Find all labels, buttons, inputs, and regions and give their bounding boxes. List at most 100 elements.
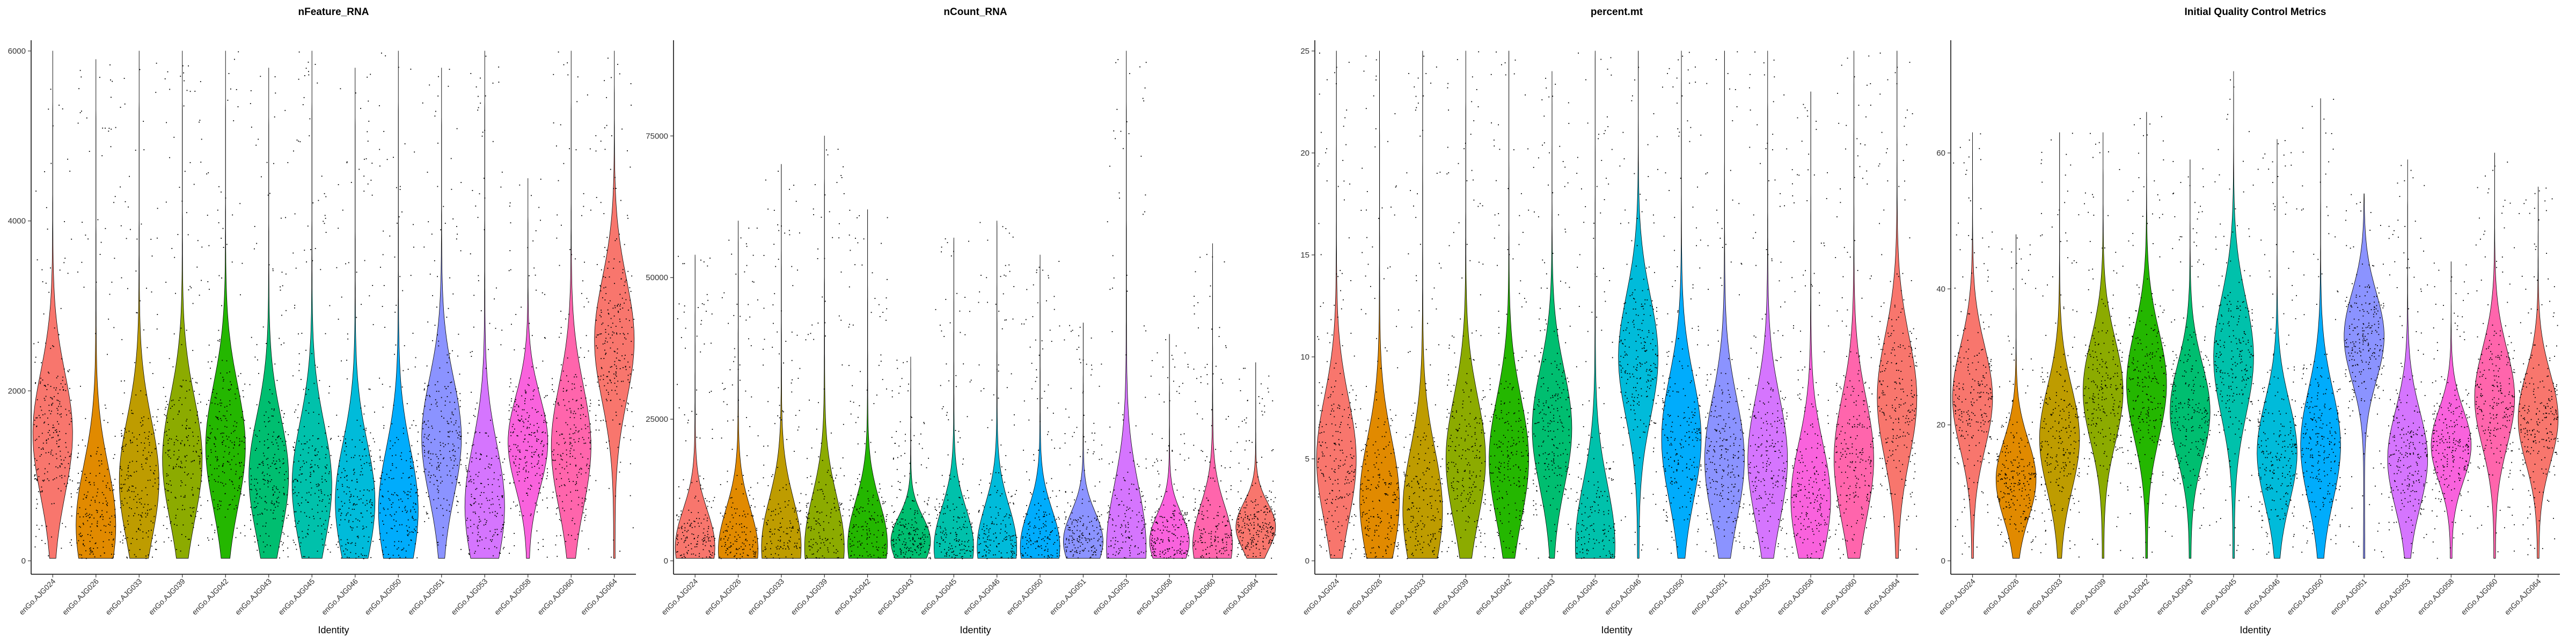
x-axis-title: Identity — [318, 625, 349, 635]
jitter-points-enGo.AJG060 — [1834, 55, 1874, 559]
y-tick-label: 0 — [664, 557, 668, 566]
y-tick-label: 25 — [1300, 47, 1309, 56]
violin-enGo.AJG039 — [1445, 50, 1486, 559]
violin-enGo.AJG051 — [2344, 193, 2384, 559]
x-tick-label: enGo.AJG033 — [1387, 577, 1427, 617]
x-tick-label: enGo.AJG050 — [1005, 577, 1044, 617]
y-tick-label: 25000 — [646, 415, 668, 424]
violin-enGo.AJG042 — [847, 209, 888, 559]
x-tick-label: enGo.AJG053 — [2372, 577, 2412, 617]
x-tick-label: enGo.AJG046 — [320, 577, 360, 617]
jitter-points-enGo.AJG053 — [465, 55, 505, 557]
x-tick-label: enGo.AJG024 — [660, 577, 699, 617]
x-tick-label: enGo.AJG024 — [1301, 577, 1341, 617]
y-tick-label: 0 — [1941, 557, 1945, 566]
x-tick-label: enGo.AJG026 — [1344, 577, 1384, 617]
x-axis-title: Identity — [2240, 625, 2271, 635]
jitter-points-enGo.AJG060 — [1193, 254, 1233, 559]
y-tick-label: 2000 — [8, 386, 26, 396]
jitter-points-enGo.AJG043 — [1533, 78, 1572, 559]
violin-enGo.AJG060 — [551, 50, 591, 559]
x-axis-title: Identity — [1601, 625, 1632, 635]
jitter-points-enGo.AJG064 — [1878, 53, 1918, 551]
jitter-points-enGo.AJG064 — [1236, 368, 1276, 559]
x-tick-label: enGo.AJG064 — [2503, 577, 2543, 617]
violin-enGo.AJG060 — [1192, 243, 1233, 559]
jitter-points-enGo.AJG053 — [2388, 165, 2428, 558]
jitter-points-enGo.AJG058 — [2432, 262, 2471, 559]
x-tick-label: enGo.AJG039 — [1430, 577, 1470, 617]
violin-enGo.AJG026 — [1359, 50, 1400, 559]
violin-enGo.AJG053 — [464, 50, 505, 559]
jitter-points-enGo.AJG033 — [2040, 133, 2080, 558]
y-tick-label: 60 — [1936, 149, 1945, 158]
jitter-points-enGo.AJG043 — [249, 76, 289, 559]
x-tick-label: enGo.AJG064 — [579, 577, 619, 617]
x-tick-label: enGo.AJG058 — [1775, 577, 1815, 617]
jitter-points-enGo.AJG045 — [1576, 53, 1616, 559]
jitter-points-enGo.AJG042 — [206, 51, 246, 541]
x-tick-label: enGo.AJG058 — [1134, 577, 1174, 617]
jitter-points-enGo.AJG060 — [2475, 162, 2515, 553]
jitter-points-enGo.AJG046 — [335, 74, 376, 559]
violin-enGo.AJG033 — [119, 50, 159, 559]
panel-title: percent.mt — [1591, 6, 1643, 18]
violin-enGo.AJG039 — [2083, 132, 2124, 559]
jitter-points-enGo.AJG024 — [1953, 133, 1993, 555]
jitter-points-enGo.AJG024 — [676, 255, 716, 559]
violin-enGo.AJG026 — [718, 221, 758, 559]
x-tick-label: enGo.AJG060 — [1177, 577, 1217, 617]
jitter-points-enGo.AJG039 — [163, 65, 203, 552]
x-tick-label: enGo.AJG026 — [61, 577, 100, 617]
x-tick-label: enGo.AJG053 — [1091, 577, 1131, 617]
violin-enGo.AJG039 — [162, 50, 203, 559]
violin-enGo.AJG046 — [1618, 50, 1659, 559]
jitter-points-enGo.AJG064 — [2519, 187, 2559, 555]
violin-enGo.AJG043 — [1532, 71, 1572, 559]
x-tick-label: enGo.AJG033 — [746, 577, 786, 617]
jitter-points-enGo.AJG045 — [934, 238, 974, 559]
jitter-points-enGo.AJG033 — [1403, 55, 1443, 559]
x-tick-label: enGo.AJG046 — [1603, 577, 1643, 617]
x-tick-label: enGo.AJG058 — [493, 577, 532, 617]
x-tick-label: enGo.AJG045 — [918, 577, 958, 617]
violin-enGo.AJG042 — [205, 50, 246, 559]
x-tick-label: enGo.AJG060 — [536, 577, 575, 617]
violin-enGo.AJG033 — [761, 164, 802, 559]
y-tick-label: 0 — [1305, 557, 1309, 566]
jitter-points-enGo.AJG053 — [1107, 59, 1147, 559]
y-tick-label: 0 — [21, 557, 26, 566]
violin-enGo.AJG045 — [933, 237, 974, 559]
violin-enGo.AJG060 — [1834, 50, 1874, 559]
x-tick-label: enGo.AJG058 — [2416, 577, 2455, 617]
x-tick-label: enGo.AJG043 — [875, 577, 915, 617]
x-tick-label: enGo.AJG046 — [962, 577, 1001, 617]
x-tick-label: enGo.AJG024 — [1937, 577, 1977, 617]
y-tick-label: 40 — [1936, 284, 1945, 294]
x-axis-title: Identity — [960, 625, 991, 635]
x-tick-label: enGo.AJG033 — [104, 577, 143, 617]
jitter-points-enGo.AJG039 — [1446, 51, 1486, 558]
violin-enGo.AJG045 — [291, 50, 332, 559]
x-tick-label: enGo.AJG026 — [703, 577, 743, 617]
y-tick-label: 5 — [1305, 455, 1309, 464]
violin-enGo.AJG043 — [890, 356, 931, 559]
jitter-points-enGo.AJG051 — [2344, 194, 2384, 558]
panel-title: Initial Quality Control Metrics — [2185, 6, 2326, 18]
violin-enGo.AJG043 — [248, 68, 289, 559]
jitter-points-enGo.AJG046 — [1619, 67, 1659, 551]
violin-enGo.AJG046 — [2257, 139, 2297, 559]
violin-enGo.AJG039 — [804, 135, 845, 559]
violin-enGo.AJG033 — [1402, 50, 1443, 559]
x-tick-label: enGo.AJG045 — [1560, 577, 1599, 617]
violin-enGo.AJG024 — [675, 254, 715, 559]
violin-enGo.AJG058 — [508, 178, 548, 559]
violin-enGo.AJG051 — [421, 68, 462, 559]
violin-enGo.AJG033 — [2039, 132, 2080, 559]
violin-enGo.AJG058 — [1790, 91, 1831, 559]
x-tick-label: enGo.AJG039 — [2068, 577, 2107, 617]
x-tick-label: enGo.AJG043 — [2155, 577, 2194, 617]
jitter-points-enGo.AJG050 — [1662, 52, 1702, 554]
y-tick-label: 4000 — [8, 217, 26, 226]
